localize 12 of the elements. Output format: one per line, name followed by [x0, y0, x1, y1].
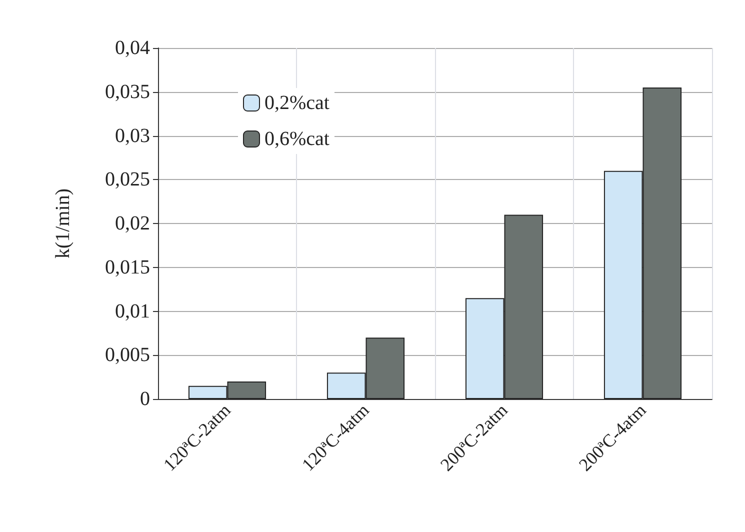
y-tick-label: 0,02: [115, 212, 150, 234]
y-tick-label: 0,04: [115, 37, 150, 59]
y-tick-label: 0,015: [105, 256, 150, 278]
legend-label: 0,6%cat: [264, 128, 330, 150]
legend-label: 0,2%cat: [264, 92, 330, 114]
y-tick-label: 0,03: [115, 124, 150, 147]
y-tick-label: 0,035: [105, 80, 150, 103]
y-tick-label: 0: [140, 388, 150, 410]
y-tick-label: 0,01: [115, 300, 150, 322]
y-tick-label: 0,005: [105, 344, 150, 366]
y-tick-label: 0,025: [105, 168, 150, 191]
y-axis-title: k(1/min): [52, 188, 74, 258]
